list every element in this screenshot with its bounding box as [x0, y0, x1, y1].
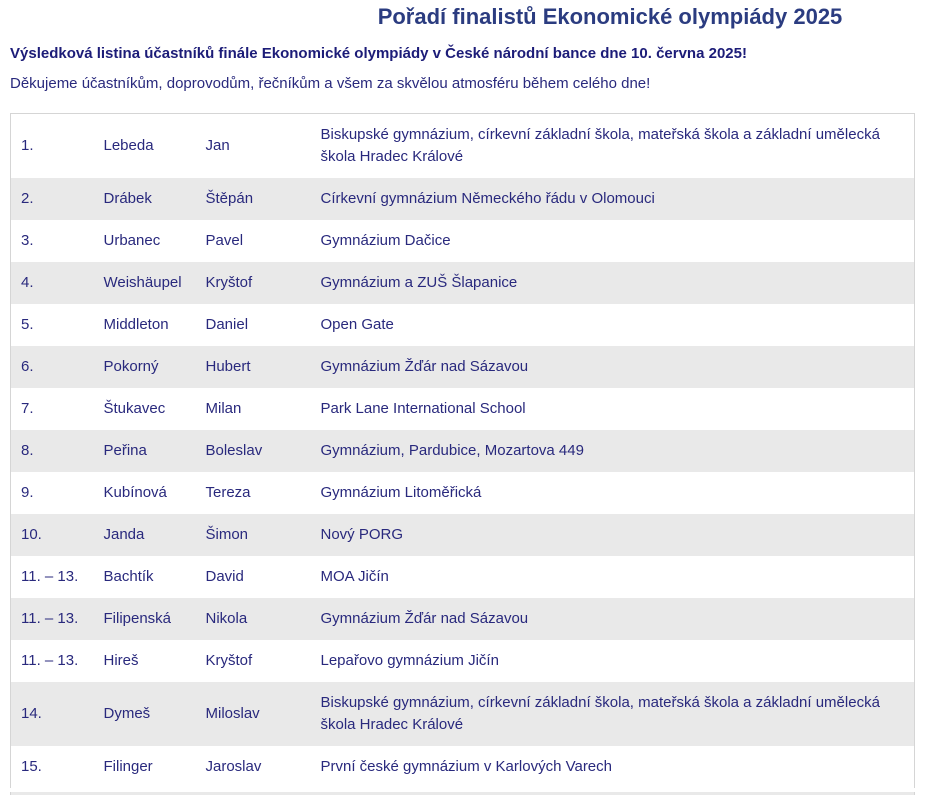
school-cell: Gymnázium Dačice	[320, 232, 451, 249]
surname-cell: Kubínová	[103, 484, 167, 501]
surname-cell: Middleton	[103, 316, 169, 333]
rank-cell: 6.	[21, 358, 34, 375]
school-cell: Lepařovo gymnázium Jičín	[320, 652, 499, 669]
rank-cell: 11. – 13.	[21, 652, 79, 669]
results-table: 1. Lebeda Jan Biskupské gymnázium, círke…	[10, 113, 915, 788]
table-row: 11. – 13. Bachtík David MOA Jičín	[11, 556, 915, 598]
table-row: 8. Peřina Boleslav Gymnázium, Pardubice,…	[10, 430, 915, 472]
surname-cell: Filinger	[103, 758, 153, 775]
surname-cell: Urbanec	[103, 232, 161, 249]
first-name-cell: Jan	[205, 137, 230, 154]
first-name-cell: Jaroslav	[205, 758, 262, 775]
surname-cell: Štukavec	[103, 400, 166, 417]
first-name-cell: Kryštof	[205, 274, 253, 291]
rank-cell: 14.	[21, 705, 42, 722]
surname-cell: Filipenská	[103, 610, 172, 627]
first-name-cell: Štěpán	[205, 190, 254, 207]
table-row: 7. Štukavec Milan Park Lane Internationa…	[11, 388, 915, 430]
table-row: 10. Janda Šimon Nový PORG	[10, 514, 915, 556]
rank-cell: 11. – 13.	[21, 610, 79, 627]
table-row: 9. Kubínová Tereza Gymnázium Litoměřická	[11, 472, 915, 514]
surname-cell: Janda	[103, 526, 145, 543]
table-row: 6. Pokorný Hubert Gymnázium Žďár nad Sáz…	[10, 346, 915, 388]
surname-cell: Hireš	[103, 652, 139, 669]
surname-cell: Drábek	[103, 190, 152, 207]
rank-cell: 8.	[21, 442, 34, 459]
thanks-text: Děkujeme účastníkům, doprovodům, řečníků…	[10, 75, 651, 92]
table-row: 1. Lebeda Jan Biskupské gymnázium, círke…	[11, 114, 915, 179]
table-row: 14. Dymeš Miloslav Biskupské gymnázium, …	[10, 682, 915, 746]
rank-cell: 9.	[21, 484, 34, 501]
school-cell: Open Gate	[320, 316, 394, 333]
table-row: 3. Urbanec Pavel Gymnázium Dačice	[11, 220, 915, 262]
first-name-cell: Kryštof	[205, 652, 253, 669]
surname-cell: Bachtík	[103, 568, 154, 585]
school-cell: Nový PORG	[320, 526, 404, 543]
rank-cell: 11. – 13.	[21, 568, 79, 585]
first-name-cell: David	[205, 568, 244, 585]
table-row: 11. – 13. Hireš Kryštof Lepařovo gymnázi…	[11, 640, 915, 682]
first-name-cell: Nikola	[205, 610, 248, 627]
rank-cell: 7.	[21, 400, 34, 417]
school-cell: Gymnázium Žďár nad Sázavou	[320, 358, 529, 375]
school-cell: Gymnázium Žďár nad Sázavou	[320, 610, 529, 627]
table-row: 4. Weishäupel Kryštof Gymnázium a ZUŠ Šl…	[10, 262, 915, 304]
rank-cell: 1.	[21, 137, 34, 154]
page-title: Pořadí finalistů Ekonomické olympiády 20…	[377, 4, 843, 29]
surname-cell: Dymeš	[103, 705, 151, 722]
surname-cell: Weishäupel	[103, 274, 182, 291]
first-name-cell: Milan	[205, 400, 242, 417]
table-row: 15. Filinger Jaroslav První české gymnáz…	[11, 746, 915, 788]
cutoff-next-row-strip	[10, 792, 915, 795]
first-name-cell: Pavel	[205, 232, 244, 249]
first-name-cell: Boleslav	[205, 442, 263, 459]
school-cell: První české gymnázium v Karlových Varech	[320, 758, 613, 775]
school-cell: Církevní gymnázium Německého řádu v Olom…	[320, 190, 655, 207]
first-name-cell: Tereza	[205, 484, 251, 501]
surname-cell: Pokorný	[103, 358, 159, 375]
school-cell: Biskupské gymnázium, církevní základní š…	[320, 694, 880, 733]
rank-cell: 5.	[21, 316, 34, 333]
table-row: 11. – 13. Filipenská Nikola Gymnázium Žď…	[10, 598, 915, 640]
surname-cell: Peřina	[103, 442, 147, 459]
school-cell: Biskupské gymnázium, církevní základní š…	[320, 126, 880, 165]
school-cell: Gymnázium a ZUŠ Šlapanice	[320, 274, 518, 291]
rank-cell: 4.	[21, 274, 34, 291]
surname-cell: Lebeda	[103, 137, 154, 154]
first-name-cell: Daniel	[205, 316, 249, 333]
first-name-cell: Šimon	[205, 526, 249, 543]
school-cell: Park Lane International School	[320, 400, 526, 417]
table-row: 5. Middleton Daniel Open Gate	[11, 304, 915, 346]
results-subtitle: Výsledková listina účastníků finále Ekon…	[10, 45, 747, 62]
rank-cell: 10.	[21, 526, 42, 543]
rank-cell: 15.	[21, 758, 42, 775]
results-table-container: 1. Lebeda Jan Biskupské gymnázium, círke…	[10, 113, 925, 788]
rank-cell: 2.	[21, 190, 34, 207]
title-band: Pořadí finalistů Ekonomické olympiády 20…	[0, 3, 931, 30]
school-cell: MOA Jičín	[320, 568, 389, 585]
first-name-cell: Hubert	[205, 358, 251, 375]
first-name-cell: Miloslav	[205, 705, 260, 722]
rank-cell: 3.	[21, 232, 34, 249]
school-cell: Gymnázium, Pardubice, Mozartova 449	[320, 442, 584, 459]
school-cell: Gymnázium Litoměřická	[320, 484, 482, 501]
table-row: 2. Drábek Štěpán Církevní gymnázium Něme…	[10, 178, 915, 220]
